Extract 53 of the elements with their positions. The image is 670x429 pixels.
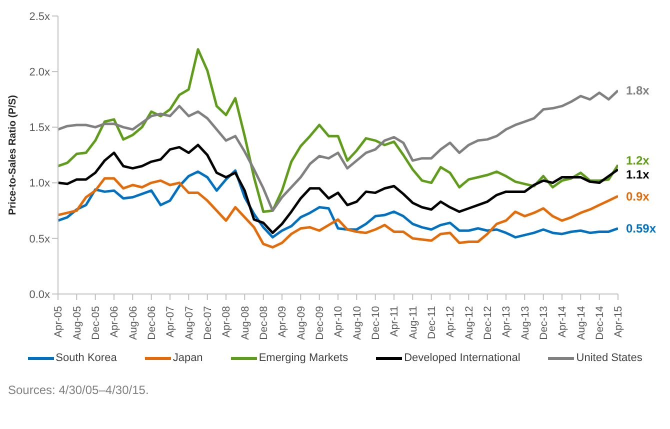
legend-label: Emerging Markets xyxy=(258,352,348,364)
x-tick-label: Dec-06 xyxy=(146,306,158,340)
x-tick-label: Apr-13 xyxy=(500,306,513,338)
x-tick-label: Aug-14 xyxy=(575,306,588,340)
y-tick-label: 1.0x xyxy=(29,178,50,190)
data-label: 1.8x xyxy=(626,84,650,98)
x-tick-label: Dec-13 xyxy=(538,306,550,340)
data-label: 0.59x xyxy=(626,222,656,236)
y-tick-label: 2.0x xyxy=(29,66,50,79)
y-tick-label: 2.5x xyxy=(29,10,50,23)
source-note: Sources: 4/30/05–4/30/15. xyxy=(8,382,150,399)
x-tick-label: Dec-10 xyxy=(370,306,382,340)
line-series xyxy=(58,144,618,234)
data-label: 0.9x xyxy=(626,189,650,204)
x-tick-label: Dec-05 xyxy=(90,306,102,340)
x-tick-label: Apr-06 xyxy=(108,306,121,338)
legend-label: South Korea xyxy=(56,352,117,364)
x-tick-label: Apr-12 xyxy=(444,306,457,338)
x-tick-label: Dec-09 xyxy=(314,306,326,340)
x-tick-label: Aug-12 xyxy=(463,306,476,340)
x-tick-label: Aug-07 xyxy=(183,306,196,340)
x-tick-label: Aug-13 xyxy=(519,306,532,340)
x-tick-label: Aug-05 xyxy=(71,306,84,340)
data-label: 1.1x xyxy=(626,167,650,182)
legend-label: United States xyxy=(576,352,642,364)
line-series xyxy=(58,177,618,249)
data-label: 1.2x xyxy=(626,153,650,168)
x-tick-label: Dec-14 xyxy=(594,306,606,340)
line-series xyxy=(58,89,618,212)
x-tick-label: Aug-09 xyxy=(295,306,308,340)
y-tick-label: 0.5x xyxy=(29,233,50,246)
x-tick-label: Aug-06 xyxy=(127,306,140,340)
x-tick-label: Dec-07 xyxy=(202,306,214,340)
x-tick-label: Aug-10 xyxy=(351,306,364,340)
x-tick-label: Apr-10 xyxy=(332,306,345,338)
x-tick-label: Dec-11 xyxy=(426,306,438,340)
x-tick-label: Apr-15 xyxy=(612,306,625,338)
x-tick-label: Aug-08 xyxy=(239,306,252,340)
x-tick-label: Aug-11 xyxy=(407,306,420,340)
x-tick-label: Apr-05 xyxy=(52,306,65,338)
x-tick-label: Apr-07 xyxy=(164,306,177,338)
x-tick-label: Apr-14 xyxy=(556,306,569,338)
x-tick-label: Dec-08 xyxy=(258,306,270,340)
line-series xyxy=(58,48,618,213)
y-axis-title: Price-to-Sales Ratio (P/S) xyxy=(8,94,19,216)
x-tick-label: Apr-08 xyxy=(220,306,233,338)
x-tick-label: Dec-12 xyxy=(482,306,494,340)
y-tick-label: 1.5x xyxy=(29,122,50,134)
legend-label: Developed International xyxy=(404,352,520,364)
x-tick-label: Apr-11 xyxy=(388,306,401,337)
legend-label: Japan xyxy=(172,352,203,364)
x-tick-label: Apr-09 xyxy=(276,306,289,338)
y-tick-label: 0.0x xyxy=(29,288,50,301)
